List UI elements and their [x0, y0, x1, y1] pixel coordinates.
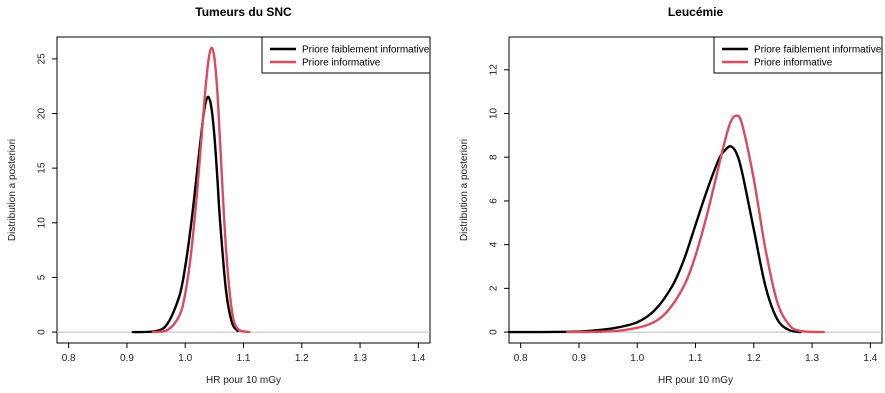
chart-panel-2: Leucémie 0.8 0.9 1.0 1.1 1.2 1.3 1.4 0 2 4 6 8 10 12 HR…	[459, 5, 883, 386]
legend-box	[713, 36, 883, 74]
legend-label: Priore informative	[754, 58, 833, 69]
y-tick-label: 8	[489, 154, 500, 160]
x-tick-label: 1.0	[630, 353, 644, 364]
series-line-faiblement-informative	[507, 145, 802, 334]
y-tick-label: 2	[489, 285, 500, 291]
x-tick-label: 1.4	[411, 353, 425, 364]
y-tick-label: 10	[37, 217, 48, 229]
chart-title: Leucémie	[668, 5, 724, 19]
x-tick-label: 1.1	[237, 353, 251, 364]
x-tick-label: 0.9	[572, 353, 586, 364]
chart-title: Tumeurs du SNC	[195, 5, 292, 19]
series-line-informative	[566, 114, 825, 334]
legend: Priore faiblement informative Priore info…	[713, 36, 883, 74]
series-line-faiblement-informative	[131, 95, 239, 334]
y-tick-label: 20	[37, 108, 48, 120]
legend-box	[261, 36, 431, 74]
legend: Priore faiblement informative Priore info…	[261, 36, 431, 74]
y-tick-label: 25	[37, 53, 48, 65]
x-tick-label: 1.3	[805, 353, 819, 364]
x-tick-label: 1.0	[178, 353, 192, 364]
y-tick-label: 15	[37, 162, 48, 174]
series-line-informative	[151, 46, 251, 334]
plot-frame	[508, 36, 883, 344]
legend-label: Priore faiblement informative	[754, 45, 882, 56]
x-tick-label: 0.8	[62, 353, 76, 364]
plot-frame	[56, 36, 431, 344]
y-axis-label: Distribution a posteriori	[7, 139, 18, 241]
legend-label: Priore faiblement informative	[302, 45, 430, 56]
x-axis-label: HR pour 10 mGy	[658, 375, 733, 386]
y-tick-label: 4	[489, 241, 500, 247]
x-tick-label: 1.4	[863, 353, 877, 364]
x-axis-label: HR pour 10 mGy	[206, 375, 281, 386]
y-tick-label: 0	[489, 329, 500, 335]
y-tick-label: 0	[37, 329, 48, 335]
y-axis-label: Distribution a posteriori	[459, 139, 470, 241]
x-tick-label: 0.9	[120, 353, 134, 364]
y-tick-label: 5	[37, 274, 48, 280]
y-tick-label: 6	[489, 198, 500, 204]
chart-panel-1: Tumeurs du SNC 0.8 0.9 1.0 1.1 1.2 1.3 1.4 0 5 10 1…	[7, 5, 431, 386]
y-tick-label: 10	[489, 108, 500, 120]
x-tick-label: 0.8	[514, 353, 528, 364]
x-tick-label: 1.3	[353, 353, 367, 364]
legend-label: Priore informative	[302, 58, 381, 69]
y-tick-label: 12	[489, 64, 500, 76]
x-tick-label: 1.2	[295, 353, 309, 364]
x-tick-label: 1.1	[689, 353, 703, 364]
x-tick-label: 1.2	[747, 353, 761, 364]
